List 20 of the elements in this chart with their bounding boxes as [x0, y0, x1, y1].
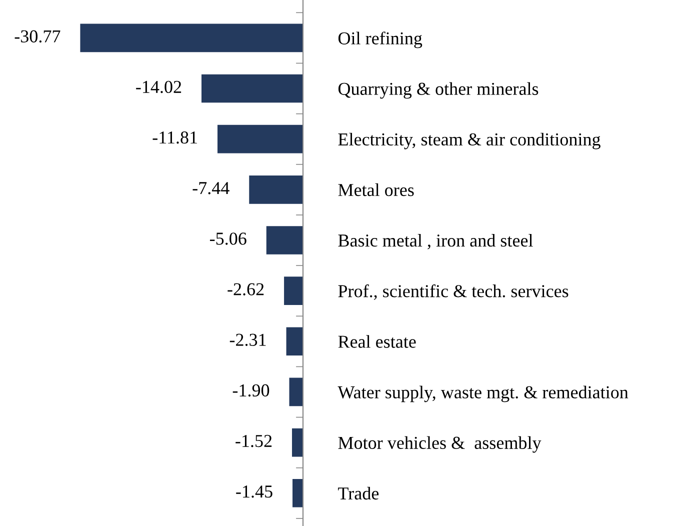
data-label: -14.02	[136, 80, 182, 94]
y-tick-label: Basic metal , iron and steel	[338, 234, 533, 250]
y-tick-label: Water supply, waste mgt. & remediation	[338, 386, 628, 402]
data-label: -11.81	[152, 131, 197, 144]
y-tick-label: Quarrying & other minerals	[338, 82, 538, 99]
data-label: -2.31	[230, 334, 266, 346]
y-tick-label: Metal ores	[338, 183, 414, 196]
y-tick-label: Trade	[338, 486, 379, 500]
data-label: -1.90	[232, 384, 270, 397]
data-label: -5.06	[210, 232, 246, 245]
data-label: -2.62	[228, 283, 264, 296]
y-tick-label: Electricity, steam & air conditioning	[338, 132, 600, 150]
data-label: -1.52	[236, 434, 272, 448]
data-label: -30.77	[14, 30, 60, 43]
y-tick-label: Motor vehicles & assembly	[338, 436, 542, 453]
data-label: -1.45	[236, 486, 272, 498]
y-tick-label: Real estate	[338, 335, 416, 348]
y-tick-label: Oil refining	[338, 32, 422, 48]
y-tick-label: Prof., scientific & tech. services	[338, 284, 568, 300]
data-label: -7.44	[192, 182, 230, 194]
